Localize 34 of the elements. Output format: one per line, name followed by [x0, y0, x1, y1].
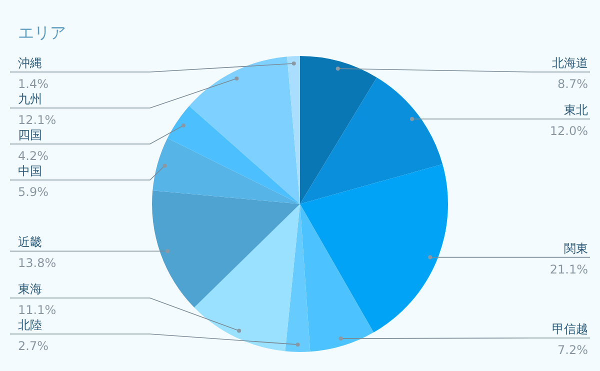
slice-label: 沖縄	[18, 56, 42, 70]
data-label: 4.2%	[18, 149, 48, 163]
slice-label: 北陸	[18, 318, 42, 332]
data-label: 5.9%	[18, 185, 48, 199]
pie-slice	[300, 204, 374, 352]
slice-label: 四国	[18, 128, 42, 142]
slice-label: 関東	[564, 241, 588, 256]
data-label: 12.1%	[18, 113, 56, 127]
slice-label: 九州	[18, 92, 42, 106]
slice-label: 近畿	[18, 235, 42, 250]
chart-title: エリア	[18, 23, 66, 42]
data-label: 2.7%	[18, 339, 48, 353]
pie-slice	[287, 56, 300, 204]
slice-label: 北海道	[552, 56, 588, 70]
pie-slice	[152, 138, 300, 204]
data-label: 7.2%	[558, 343, 588, 357]
data-label: 8.7%	[558, 77, 588, 91]
slice-label: 東北	[564, 103, 588, 118]
pie-slice	[300, 77, 443, 204]
data-label: 21.1%	[550, 262, 588, 276]
slice-label: 東海	[18, 282, 42, 296]
pie-slice	[285, 204, 310, 352]
data-label: 11.1%	[18, 303, 56, 317]
slice-label: 中国	[18, 164, 42, 178]
pie-slice	[300, 164, 448, 332]
pie-slice	[167, 106, 300, 204]
slice-label: 甲信越	[552, 322, 588, 336]
data-label: 13.8%	[18, 256, 56, 270]
pie-slice	[152, 190, 300, 308]
data-label: 12.0%	[550, 124, 588, 138]
pie-slice	[300, 56, 377, 204]
data-label: 1.4%	[18, 77, 48, 91]
pie-slice	[189, 56, 300, 204]
pie-slice	[194, 204, 300, 352]
